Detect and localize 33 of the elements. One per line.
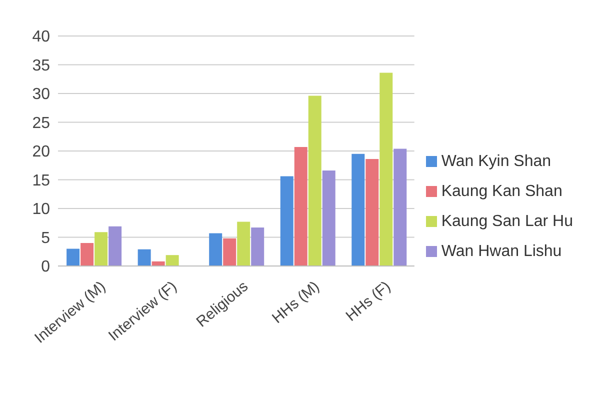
legend-label: Wan Hwan Lishu — [441, 243, 562, 260]
y-tick-label: 5 — [41, 230, 50, 247]
legend-label: Kaung Kan Shan — [441, 183, 562, 200]
y-tick-label: 35 — [32, 57, 50, 74]
x-tick-label: HHs (F) — [342, 278, 394, 325]
bar — [380, 72, 393, 266]
bar — [308, 96, 322, 266]
y-tick-label: 0 — [41, 258, 50, 276]
x-tick-label: HHs (M) — [269, 278, 323, 327]
bar — [352, 154, 365, 266]
bar — [108, 226, 122, 266]
y-tick-label: 25 — [32, 114, 50, 132]
bar — [223, 238, 236, 266]
legend-label: Kaung San Lar Hu — [441, 213, 573, 230]
bar — [66, 248, 80, 266]
legend-label: Wan Kyin Shan — [441, 153, 552, 170]
y-tick-label: 15 — [32, 172, 50, 190]
bar — [366, 159, 379, 266]
y-tick-label: 20 — [32, 144, 50, 161]
bar — [138, 249, 151, 266]
bar — [322, 170, 336, 266]
bar — [209, 233, 222, 266]
y-tick-label: 40 — [32, 28, 50, 46]
bar — [280, 176, 294, 266]
bar — [394, 148, 407, 266]
bar — [80, 243, 94, 266]
bar — [294, 146, 308, 266]
bar — [94, 232, 108, 266]
bar — [251, 227, 264, 266]
y-tick-label: 30 — [32, 86, 50, 104]
y-tick-label: 10 — [32, 201, 50, 218]
bar — [237, 222, 250, 266]
bar — [166, 255, 179, 266]
